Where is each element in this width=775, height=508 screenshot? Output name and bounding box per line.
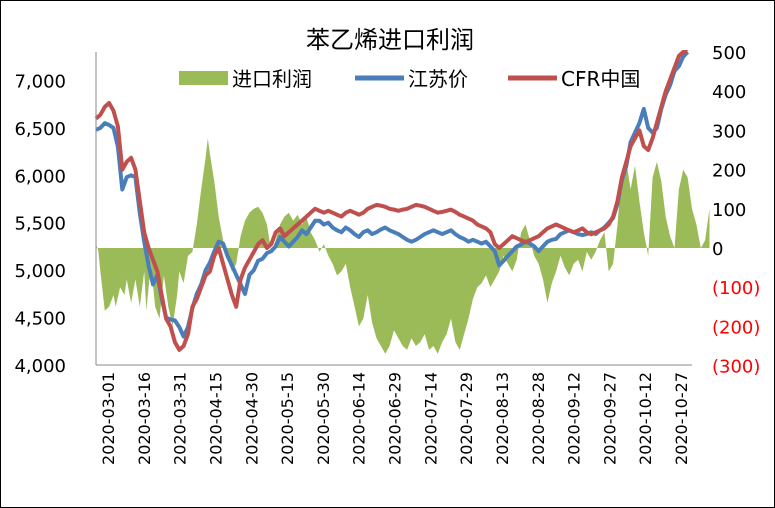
left-tick-label: 4,500: [14, 309, 66, 330]
x-tick-label: 2020-03-01: [99, 372, 118, 465]
x-tick-label: 2020-08-28: [529, 372, 548, 465]
legend-swatch-import-profit: [179, 71, 228, 85]
right-y-axis-ticks: (300) (200) (100) 0 100 200 300 400 500: [712, 43, 760, 378]
x-tick-label: 2020-08-13: [493, 372, 512, 465]
x-tick-label: 2020-03-16: [135, 372, 154, 465]
right-tick-label: 100: [712, 200, 746, 221]
x-tick-label: 2020-06-29: [386, 372, 405, 465]
right-tick-label: 200: [712, 161, 746, 182]
x-tick-label: 2020-04-15: [206, 372, 225, 465]
legend: 进口利润 江苏价 CFR中国: [179, 67, 640, 91]
x-tick-label: 2020-09-12: [565, 372, 584, 465]
right-tick-label: 500: [712, 43, 746, 64]
x-axis-ticks: 2020-03-01 2020-03-16 2020-03-31 2020-04-15…: [99, 372, 691, 465]
legend-label: CFR中国: [561, 67, 640, 91]
right-tick-label: 300: [712, 121, 746, 142]
x-tick-label: 2020-04-30: [242, 372, 261, 465]
axes: [95, 52, 692, 366]
left-tick-label: 5,500: [14, 214, 66, 235]
left-tick-label: 6,500: [14, 119, 66, 140]
legend-label: 进口利润: [232, 67, 312, 91]
x-tick-label: 2020-10-27: [672, 372, 691, 465]
x-tick-label: 2020-09-27: [600, 372, 619, 465]
left-tick-label: 4,000: [14, 356, 66, 377]
series-line-cfr-china: [94, 50, 688, 352]
x-tick-label: 2020-05-15: [278, 372, 297, 465]
x-tick-label: 2020-06-14: [350, 372, 369, 465]
x-tick-label: 2020-07-14: [421, 372, 440, 465]
left-tick-label: 6,000: [14, 166, 66, 187]
chart-title: 苯乙烯进口利润: [306, 26, 474, 54]
legend-label: 江苏价: [408, 67, 468, 91]
right-tick-label: 0: [712, 239, 723, 260]
x-tick-label: 2020-05-30: [314, 372, 333, 465]
left-tick-label: 5,000: [14, 261, 66, 282]
right-tick-label: (100): [712, 278, 760, 299]
x-tick-label: 2020-10-12: [636, 372, 655, 465]
left-tick-label: 7,000: [14, 71, 66, 92]
x-tick-label: 2020-03-31: [171, 372, 190, 465]
right-tick-label: (200): [712, 317, 760, 338]
price-lines: [94, 50, 690, 352]
right-tick-label: 400: [712, 82, 746, 103]
x-tick-label: 2020-07-29: [457, 372, 476, 465]
right-tick-label: (300): [712, 357, 760, 378]
left-y-axis-ticks: 4,000 4,500 5,000 5,500 6,000 6,500 7,000: [14, 71, 66, 377]
